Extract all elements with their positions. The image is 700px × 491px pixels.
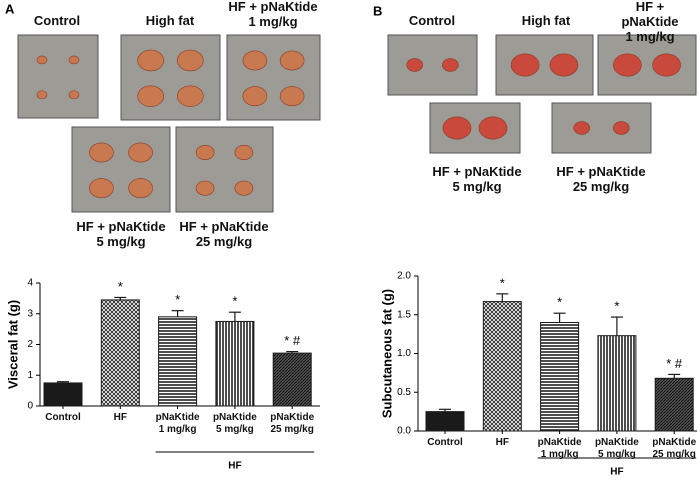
photo-label: Control bbox=[33, 13, 81, 28]
y-tick-label: 2.0 bbox=[397, 271, 411, 282]
fat-tissue bbox=[89, 178, 114, 199]
y-axis-label: Visceral fat (g) bbox=[5, 300, 20, 389]
y-tick-label: 3 bbox=[27, 308, 33, 319]
y-axis-label: Subcutaneous fat (g) bbox=[379, 289, 394, 418]
fat-tissue bbox=[652, 53, 681, 77]
x-tick-label: pNaKtide 25 mg/kg bbox=[270, 412, 315, 435]
x-tick-label: pNaKtide 5 mg/kg bbox=[594, 437, 639, 460]
fat-tissue bbox=[137, 49, 164, 72]
significance-mark: * # bbox=[666, 356, 683, 371]
fat-tissue bbox=[279, 86, 305, 107]
photo-label: High fat bbox=[521, 13, 571, 28]
fat-tissue bbox=[234, 180, 254, 196]
group-label: HF bbox=[228, 461, 241, 472]
x-tick-label: Control bbox=[45, 412, 81, 423]
significance-mark: * bbox=[557, 295, 562, 310]
y-tick-label: 2 bbox=[27, 339, 33, 350]
fat-tissue bbox=[89, 142, 114, 163]
fat-tissue bbox=[613, 53, 642, 77]
fat-tissue bbox=[195, 145, 215, 161]
photo-label: HF + pNaKtide 5 mg/kg bbox=[432, 164, 522, 194]
bar bbox=[540, 322, 580, 432]
y-tick-label: 1.0 bbox=[397, 348, 411, 359]
bar bbox=[215, 320, 255, 407]
significance-mark: * bbox=[614, 299, 619, 314]
x-tick-label: pNaKtide 1 mg/kg bbox=[155, 412, 200, 435]
x-tick-label: Control bbox=[427, 437, 463, 448]
bar bbox=[158, 316, 198, 407]
photo bbox=[175, 126, 274, 213]
photo-label: HF + pNaKtide 5 mg/kg bbox=[76, 219, 166, 249]
x-tick-label: pNaKtide 25 mg/kg bbox=[652, 437, 697, 460]
panel-label: B bbox=[373, 3, 382, 18]
photo bbox=[387, 34, 478, 96]
fat-tissue bbox=[36, 55, 48, 65]
fat-tissue bbox=[242, 50, 268, 71]
fat-tissue bbox=[573, 121, 591, 135]
fat-tissue bbox=[195, 180, 215, 196]
bar bbox=[100, 299, 140, 407]
x-tick-label: pNaKtide 1 mg/kg bbox=[537, 437, 582, 460]
photo-label: HF + pNaKtide 25 mg/kg bbox=[556, 164, 646, 194]
significance-mark: * # bbox=[284, 333, 301, 348]
fat-tissue bbox=[177, 49, 204, 72]
fat-tissue bbox=[36, 90, 48, 100]
fat-tissue bbox=[279, 50, 305, 71]
photo-label: HF + pNaKtide 1 mg/kg bbox=[228, 0, 318, 29]
photo bbox=[226, 34, 321, 121]
photo-label: High fat bbox=[145, 13, 195, 28]
photo-label: HF + pNaKtide 1 mg/kg bbox=[621, 0, 679, 44]
photo bbox=[17, 34, 99, 119]
group-label: HF bbox=[610, 467, 623, 478]
fat-tissue bbox=[478, 116, 508, 140]
y-tick-label: 1.5 bbox=[397, 309, 411, 320]
photo bbox=[551, 102, 652, 154]
fat-tissue bbox=[68, 90, 80, 100]
y-tick-label: 1 bbox=[27, 370, 33, 381]
bar bbox=[272, 352, 312, 407]
fat-tissue bbox=[128, 142, 153, 163]
y-tick-label: 4 bbox=[27, 278, 33, 289]
x-tick-label: pNaKtide 5 mg/kg bbox=[212, 412, 257, 435]
fat-tissue bbox=[510, 53, 540, 77]
y-tick-label: 0 bbox=[27, 401, 33, 412]
photo-label: Control bbox=[408, 13, 456, 28]
bar bbox=[597, 335, 637, 432]
x-tick-label: HF bbox=[113, 412, 127, 423]
photo-label: HF + pNaKtide 25 mg/kg bbox=[179, 219, 269, 249]
photo bbox=[120, 34, 221, 121]
panel-label: A bbox=[5, 1, 15, 16]
fat-tissue bbox=[137, 85, 164, 107]
fat-tissue bbox=[128, 178, 153, 199]
fat-tissue bbox=[406, 58, 424, 72]
significance-mark: * bbox=[500, 275, 505, 290]
photo bbox=[495, 34, 594, 96]
fat-tissue bbox=[441, 58, 459, 72]
bar bbox=[482, 301, 522, 432]
bar bbox=[43, 382, 83, 407]
fat-tissue bbox=[68, 55, 80, 65]
fat-tissue bbox=[612, 121, 630, 135]
fat-tissue bbox=[234, 145, 254, 161]
photo bbox=[71, 126, 171, 213]
significance-mark: * bbox=[232, 294, 237, 309]
fat-tissue bbox=[442, 116, 472, 140]
bar bbox=[425, 411, 465, 432]
fat-tissue bbox=[177, 85, 204, 107]
y-tick-label: 0.0 bbox=[397, 426, 411, 437]
x-tick-label: HF bbox=[495, 437, 509, 448]
y-tick-label: 0.5 bbox=[397, 387, 411, 398]
significance-mark: * bbox=[175, 292, 180, 307]
bar bbox=[654, 377, 694, 432]
significance-mark: * bbox=[118, 279, 123, 294]
fat-tissue bbox=[549, 53, 579, 77]
fat-tissue bbox=[242, 86, 268, 107]
